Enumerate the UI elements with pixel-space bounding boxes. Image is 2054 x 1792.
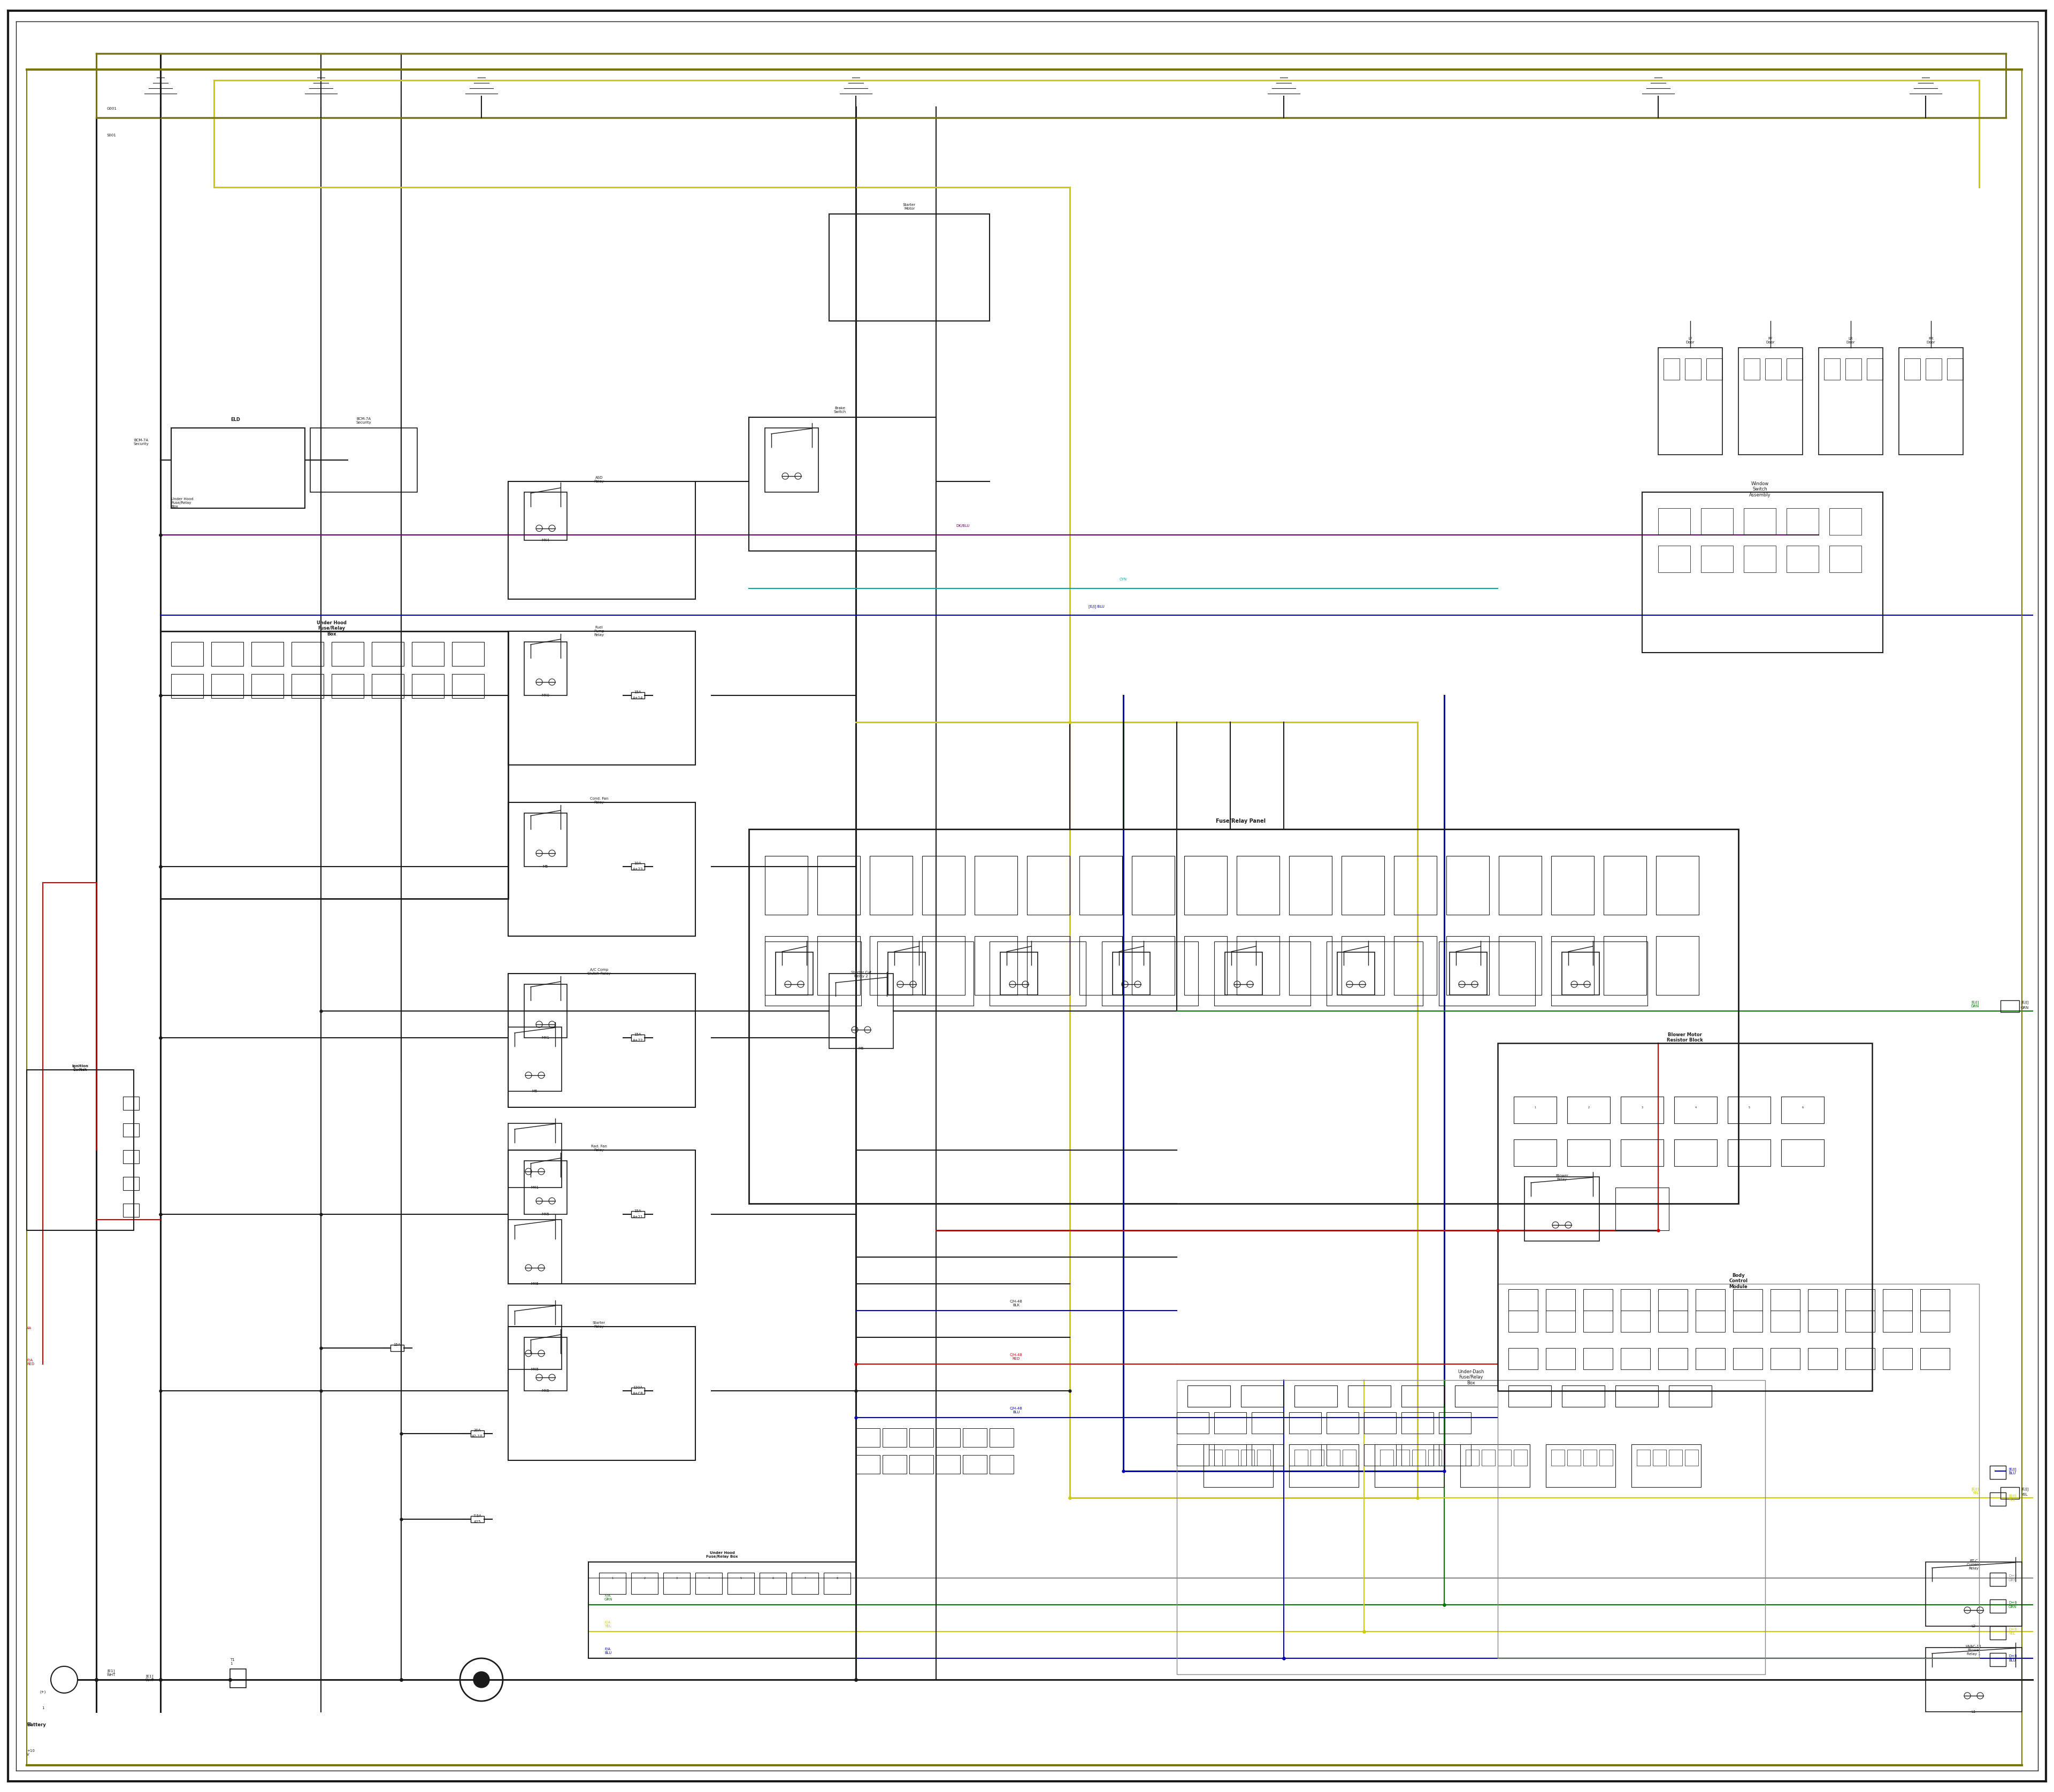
Bar	[1697, 1310, 1725, 1331]
Bar	[1401, 1385, 1444, 1407]
Bar	[963, 1428, 986, 1446]
Text: D+8
GRY: D+8 GRY	[2009, 1575, 2017, 1582]
Bar	[1567, 1097, 1610, 1124]
Bar	[1327, 1412, 1358, 1434]
Bar	[1241, 1385, 1284, 1407]
Text: HVAC-11
Blower
Relay 1: HVAC-11 Blower Relay 1	[1966, 1645, 1982, 1656]
Bar	[1808, 1348, 1838, 1369]
Text: 10A: 10A	[635, 862, 641, 866]
Bar	[123, 1204, 140, 1217]
Bar	[390, 1344, 405, 1351]
Bar	[869, 935, 912, 995]
Text: 15A: 15A	[394, 1344, 401, 1346]
Text: D+8
GRN: D+8 GRN	[2009, 1602, 2017, 1607]
Text: Battery: Battery	[27, 1722, 45, 1727]
Bar	[1631, 1444, 1701, 1487]
Bar	[1701, 545, 1734, 572]
Text: A+C8: A+C8	[633, 1392, 643, 1396]
Bar	[1781, 1140, 1824, 1167]
Bar	[507, 1220, 561, 1283]
Bar	[1668, 1450, 1682, 1466]
Bar	[170, 674, 203, 699]
Text: A25: A25	[474, 1520, 481, 1523]
Bar	[1884, 1310, 1912, 1331]
Bar	[1701, 509, 1734, 536]
Text: L1: L1	[1972, 1710, 1976, 1713]
Bar	[1884, 1288, 1912, 1310]
Bar	[27, 1070, 134, 1231]
Bar	[123, 1097, 140, 1109]
Bar	[887, 952, 926, 995]
Bar	[631, 692, 645, 699]
Bar	[452, 642, 485, 667]
Bar	[1824, 358, 1840, 380]
Text: YEL: YEL	[2021, 1493, 2027, 1496]
Text: Starter
Relay: Starter Relay	[594, 1321, 606, 1328]
Bar	[1920, 1310, 1949, 1331]
Bar	[824, 1573, 850, 1595]
Bar	[1428, 1450, 1442, 1466]
Text: Under Hood
Fuse/Relay Box: Under Hood Fuse/Relay Box	[707, 1552, 737, 1559]
Bar	[170, 642, 203, 667]
Text: M6: M6	[859, 1047, 865, 1050]
Bar	[1707, 358, 1723, 380]
Bar	[1844, 1348, 1875, 1369]
Bar	[1027, 935, 1070, 995]
Bar	[1204, 1444, 1273, 1487]
Bar	[1290, 1444, 1321, 1466]
Bar	[1656, 935, 1699, 995]
Bar	[1658, 1310, 1688, 1331]
Bar	[413, 674, 444, 699]
Bar	[2001, 1000, 2019, 1012]
Text: DK/BLU: DK/BLU	[955, 525, 969, 527]
Bar	[1744, 545, 1777, 572]
Bar	[1547, 1288, 1575, 1310]
Bar	[1364, 1444, 1397, 1466]
Bar	[1738, 348, 1803, 455]
Bar	[1561, 952, 1600, 995]
Bar	[123, 1177, 140, 1190]
Bar	[937, 1428, 959, 1446]
Bar	[1584, 1288, 1612, 1310]
Bar	[1397, 1450, 1409, 1466]
Text: +10
V: +10 V	[27, 1749, 35, 1756]
Text: 15A: 15A	[635, 1210, 641, 1213]
Bar	[1374, 1444, 1444, 1487]
Bar	[1101, 941, 1197, 1005]
Text: BCM-7A
Security: BCM-7A Security	[355, 418, 372, 425]
Text: 120A: 120A	[633, 1385, 643, 1389]
Bar	[1499, 857, 1543, 914]
Text: Rad. Fan
Relay: Rad. Fan Relay	[592, 1145, 608, 1152]
Text: Under Hood
Fuse/Relay
Box: Under Hood Fuse/Relay Box	[170, 498, 193, 509]
Text: 15A: 15A	[635, 1032, 641, 1036]
Bar	[1697, 1288, 1725, 1310]
Bar	[1561, 1385, 1604, 1407]
Bar	[1584, 1348, 1612, 1369]
Bar	[524, 642, 567, 695]
Bar	[1214, 1412, 1247, 1434]
Bar	[1734, 1288, 1762, 1310]
Bar	[1080, 857, 1121, 914]
Bar	[1446, 857, 1489, 914]
Bar	[1547, 1444, 1614, 1487]
Bar	[1787, 509, 1818, 536]
Text: [E/J] BLU: [E/J] BLU	[1089, 604, 1105, 607]
Bar	[310, 428, 417, 493]
Bar	[230, 1668, 246, 1688]
Bar	[1658, 509, 1690, 536]
Bar	[1771, 1288, 1799, 1310]
Bar	[1187, 1385, 1230, 1407]
Bar	[937, 1455, 959, 1473]
Bar	[1551, 1450, 1565, 1466]
Text: L2: L2	[1972, 1625, 1976, 1627]
Bar	[1641, 493, 1884, 652]
Text: [E1]
WHT: [E1] WHT	[146, 1674, 154, 1681]
Bar	[1380, 1450, 1393, 1466]
Bar	[1844, 358, 1861, 380]
Bar	[1177, 1444, 1210, 1466]
Bar	[1177, 1412, 1210, 1434]
Bar	[1658, 545, 1690, 572]
Bar	[251, 674, 283, 699]
Bar	[663, 1573, 690, 1595]
Bar	[1251, 1444, 1284, 1466]
